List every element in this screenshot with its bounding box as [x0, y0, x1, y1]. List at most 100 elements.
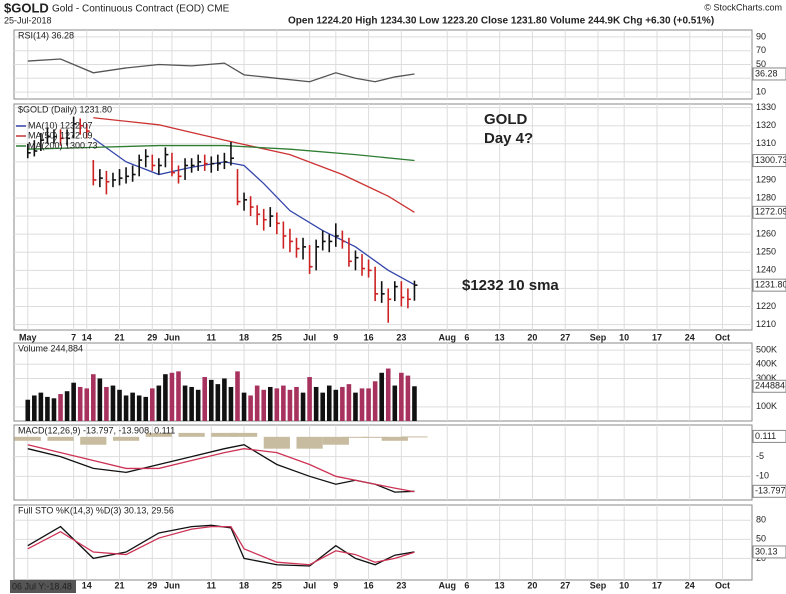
- x-tick-label: 6: [464, 332, 469, 342]
- x-tick-label: Sep: [590, 332, 607, 342]
- x-tick-label: 23: [396, 332, 406, 342]
- x-tick-label: 11: [207, 332, 217, 342]
- x-tick-label: 14: [82, 580, 92, 590]
- value-box: [752, 545, 786, 559]
- x-tick-label: Jun: [164, 580, 180, 590]
- annotation: $1232 10 sma: [462, 277, 559, 294]
- volume-bar: [143, 396, 149, 421]
- y-tick-label: 500K: [756, 344, 777, 354]
- volume-bar: [156, 385, 162, 421]
- y-tick-label: 50: [756, 59, 766, 69]
- y-tick-label: 90: [756, 31, 766, 41]
- value-box: [752, 429, 786, 443]
- y-tick-label: 80: [756, 515, 766, 525]
- x-tick-label: 25: [272, 332, 282, 342]
- volume-bar: [412, 386, 417, 421]
- volume-bar: [379, 372, 384, 421]
- copyright: © StockCharts.com: [704, 2, 782, 12]
- volume-bar: [241, 392, 247, 421]
- volume-bar: [71, 382, 76, 421]
- line-series: [27, 144, 415, 162]
- volume-bar: [366, 388, 371, 421]
- volume-bar: [64, 391, 70, 421]
- value-box: [752, 278, 786, 292]
- volume-bar: [254, 385, 260, 421]
- legend-label: MA(200) 1300.73: [28, 140, 98, 150]
- line-series: [27, 58, 415, 83]
- volume-bar: [346, 384, 352, 421]
- x-tick-label: 9: [333, 580, 338, 590]
- line-series: [27, 444, 415, 493]
- volume-bar: [320, 392, 325, 421]
- x-tick-label: 14: [82, 332, 92, 342]
- volume-bar: [385, 368, 391, 421]
- histogram-bar: [263, 436, 290, 449]
- x-tick-label: 10: [619, 580, 629, 590]
- y-tick-label: 50: [756, 534, 766, 544]
- volume-bar: [195, 389, 201, 421]
- x-tick-label: Oct: [715, 332, 730, 342]
- panel-title: $GOLD (Daily) 1231.80: [18, 104, 112, 114]
- value-box-label: 30.13: [755, 546, 778, 556]
- value-box-label: 1300.73: [755, 155, 786, 165]
- x-tick-label: 27: [560, 332, 570, 342]
- volume-bar: [248, 395, 253, 421]
- volume-bar: [405, 375, 411, 421]
- histogram-bar: [296, 436, 323, 449]
- x-tick-label: 7: [71, 332, 76, 342]
- value-box-label: 36.28: [755, 68, 778, 78]
- volume-bar: [287, 389, 293, 421]
- legend-label: MA(50) 1272.09: [28, 130, 93, 140]
- value-box: [752, 484, 786, 498]
- value-box: [752, 67, 786, 81]
- y-tick-label: 1240: [756, 265, 776, 275]
- histogram-bar: [112, 436, 140, 441]
- histogram-bar: [322, 436, 349, 445]
- y-tick-label: 100K: [756, 401, 777, 411]
- volume-bar: [307, 377, 312, 421]
- histogram-bar: [211, 432, 238, 437]
- volume-bar: [300, 392, 306, 421]
- y-tick-label: 1220: [756, 301, 776, 311]
- histogram-bar: [14, 436, 41, 441]
- value-box: [752, 154, 786, 168]
- volume-bar: [149, 388, 155, 421]
- y-tick-label: 1280: [756, 192, 776, 202]
- volume-bar: [392, 385, 398, 421]
- y-tick-label: -10: [756, 471, 769, 481]
- histogram-bar: [381, 436, 408, 441]
- volume-bar: [84, 388, 90, 421]
- volume-bar: [77, 386, 83, 421]
- value-box: [752, 379, 786, 393]
- x-tick-label: 21: [115, 580, 125, 590]
- histogram-bar: [401, 436, 428, 438]
- x-tick-label: 24: [685, 332, 695, 342]
- x-tick-label: 9: [333, 332, 338, 342]
- volume-bar: [228, 386, 234, 421]
- y-tick-label: 1250: [756, 247, 776, 257]
- panel: [13, 103, 753, 331]
- volume-bar: [333, 389, 339, 421]
- x-tick-label: 16: [364, 332, 374, 342]
- x-tick-label: Aug: [438, 580, 456, 590]
- volume-bar: [97, 378, 103, 421]
- x-tick-label: Jun: [164, 332, 180, 342]
- x-tick-label: 29: [147, 580, 157, 590]
- x-tick-label: 24: [685, 580, 695, 590]
- x-tick-label: 25: [272, 580, 282, 590]
- y-tick-label: 1210: [756, 319, 776, 329]
- volume-bar: [104, 386, 109, 421]
- y-tick-label: 70: [756, 45, 766, 55]
- value-box: [752, 205, 786, 219]
- volume-bar: [38, 392, 44, 421]
- volume-bar: [189, 386, 194, 421]
- x-tick-label: 16: [364, 580, 374, 590]
- instrument-name: Gold - Continuous Contract (EOD) CME: [52, 4, 230, 15]
- volume-bar: [372, 381, 378, 421]
- x-tick-label: 13: [495, 580, 505, 590]
- x-tick-label: 21: [115, 332, 125, 342]
- x-tick-label: 29: [147, 332, 157, 342]
- date: 25-Jul-2018: [4, 15, 52, 25]
- volume-bar: [399, 372, 404, 421]
- volume-bar: [313, 386, 319, 421]
